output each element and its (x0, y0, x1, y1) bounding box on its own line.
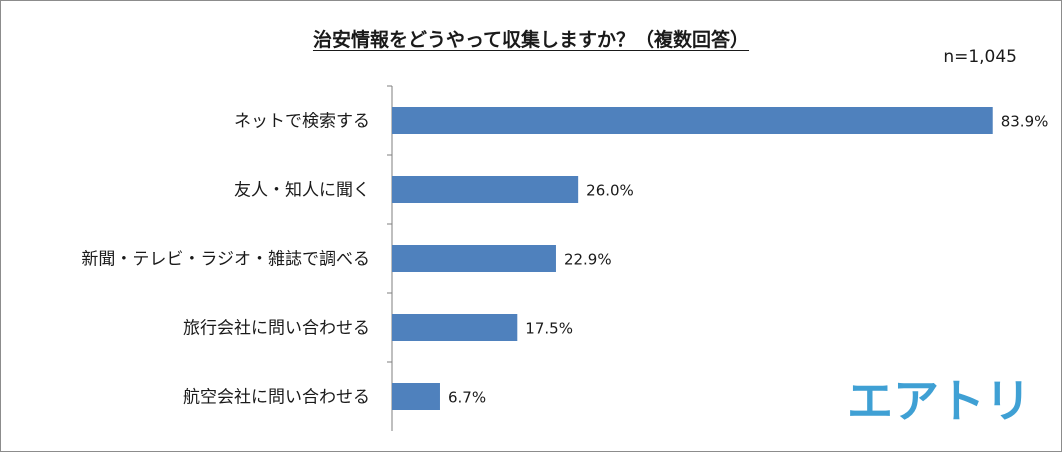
value-label: 6.7% (448, 389, 486, 407)
bar (392, 176, 579, 203)
bar (392, 107, 993, 134)
category-label: 旅行会社に問い合わせる (183, 319, 370, 339)
value-label: 22.9% (564, 251, 612, 269)
category-label: ネットで検索する (234, 112, 370, 132)
airtrip-logo: エアトリ (847, 374, 1027, 428)
value-label: 17.5% (525, 320, 573, 338)
value-label: 83.9% (1001, 113, 1049, 131)
bar (392, 314, 518, 341)
bar (392, 245, 556, 272)
chart-title: 治安情報をどうやって収集しますか？（複数回答） (312, 29, 750, 51)
bar (392, 383, 440, 410)
value-label: 26.0% (586, 182, 634, 200)
category-label: 友人・知人に聞く (234, 181, 370, 201)
category-label: 新聞・テレビ・ラジオ・雑誌で調べる (81, 250, 370, 270)
sample-size: n=1,045 (943, 47, 1017, 67)
logo-text: エアトリ (847, 374, 1027, 428)
category-label: 航空会社に問い合わせる (183, 388, 370, 408)
